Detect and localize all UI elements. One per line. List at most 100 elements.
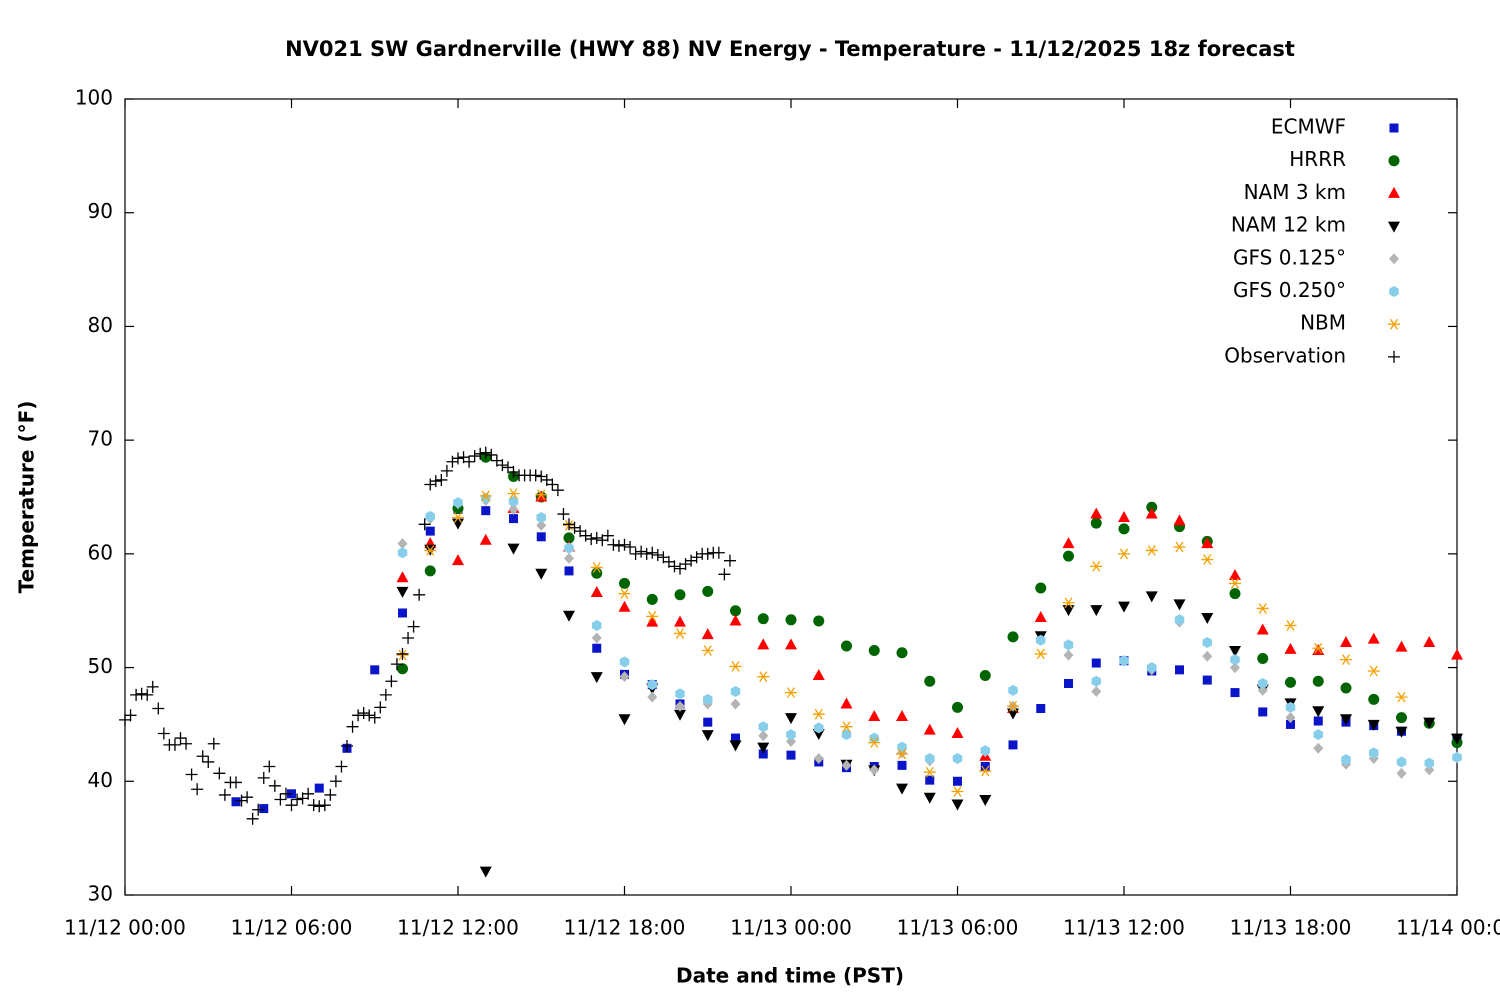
x-tick-label: 11/12 00:00 — [64, 916, 186, 940]
x-tick-label: 11/12 06:00 — [231, 916, 353, 940]
data-point — [1202, 675, 1212, 685]
data-point — [730, 685, 741, 697]
data-point — [758, 721, 769, 733]
data-point — [130, 688, 143, 701]
data-point — [785, 713, 797, 725]
data-point — [786, 735, 796, 747]
legend-marker — [1388, 186, 1400, 198]
data-point — [923, 723, 936, 735]
data-point — [1340, 654, 1352, 665]
data-point — [607, 538, 620, 551]
data-point — [508, 504, 519, 516]
data-point — [313, 800, 326, 813]
data-point — [924, 753, 935, 765]
data-point — [429, 475, 442, 488]
x-tick-label: 11/12 12:00 — [397, 916, 519, 940]
data-point — [424, 478, 437, 491]
data-point — [923, 766, 936, 778]
data-point — [729, 614, 742, 626]
data-point — [180, 737, 193, 750]
data-point — [646, 593, 658, 605]
data-point — [646, 546, 659, 559]
data-point — [397, 538, 408, 550]
data-point — [357, 707, 370, 720]
data-point — [952, 753, 963, 765]
data-point — [536, 519, 547, 531]
data-point — [1118, 601, 1130, 613]
data-point — [1201, 537, 1214, 549]
data-point — [479, 533, 492, 545]
data-point — [1367, 632, 1380, 644]
x-axis-label: Date and time (PST) — [676, 964, 904, 988]
data-point — [1118, 523, 1130, 535]
data-point — [1424, 764, 1435, 776]
data-point — [812, 708, 825, 720]
data-point — [1284, 642, 1297, 654]
y-tick-label: 100 — [75, 86, 113, 110]
data-point — [1090, 517, 1102, 529]
data-point — [402, 632, 415, 645]
data-point — [230, 776, 242, 789]
data-point — [590, 562, 603, 573]
data-point — [453, 497, 463, 509]
data-point — [812, 729, 825, 741]
data-point — [1312, 675, 1324, 687]
data-point — [980, 762, 990, 772]
data-point — [1146, 662, 1157, 674]
data-point — [168, 738, 181, 751]
data-point — [703, 717, 713, 727]
data-point — [812, 669, 825, 681]
data-point — [591, 619, 602, 631]
data-point — [563, 610, 575, 622]
data-point — [1285, 676, 1296, 688]
data-point — [135, 687, 148, 700]
data-point — [1451, 648, 1463, 660]
data-point — [1091, 685, 1102, 697]
data-point — [479, 866, 492, 878]
data-point — [701, 730, 714, 742]
data-point — [1395, 640, 1408, 652]
data-point — [535, 568, 548, 580]
data-point — [1230, 688, 1240, 698]
data-point — [730, 698, 741, 710]
data-point — [813, 722, 824, 734]
data-point — [1313, 716, 1323, 726]
data-point — [1229, 578, 1241, 589]
data-point — [329, 775, 342, 788]
data-point — [591, 567, 603, 579]
data-point — [1008, 740, 1018, 750]
data-point — [314, 783, 324, 793]
data-point — [1230, 662, 1240, 674]
data-point — [241, 791, 254, 804]
data-point — [536, 511, 547, 523]
data-point — [1256, 603, 1269, 614]
data-point — [1062, 537, 1075, 549]
legend-label: HRRR — [1289, 147, 1346, 171]
data-point — [841, 759, 852, 771]
data-point — [896, 748, 908, 760]
data-point — [951, 786, 964, 797]
data-point — [925, 775, 935, 785]
data-point — [731, 733, 740, 743]
data-point — [352, 709, 365, 722]
legend-label: Observation — [1224, 343, 1346, 367]
data-point — [1312, 642, 1325, 654]
data-point — [701, 547, 714, 560]
data-point — [951, 727, 964, 739]
data-point — [951, 799, 964, 811]
data-point — [218, 788, 231, 801]
data-point — [1090, 605, 1103, 617]
data-point — [868, 645, 880, 657]
data-point — [1035, 582, 1047, 594]
data-point — [1174, 614, 1185, 626]
data-point — [508, 496, 519, 508]
data-point — [1395, 726, 1408, 738]
data-point — [396, 586, 409, 598]
data-point — [1118, 510, 1130, 522]
data-point — [1257, 652, 1269, 664]
data-point — [141, 688, 154, 701]
legend-marker — [1389, 253, 1399, 265]
data-point — [481, 506, 491, 516]
data-point — [1091, 675, 1102, 687]
data-point — [1145, 507, 1158, 519]
